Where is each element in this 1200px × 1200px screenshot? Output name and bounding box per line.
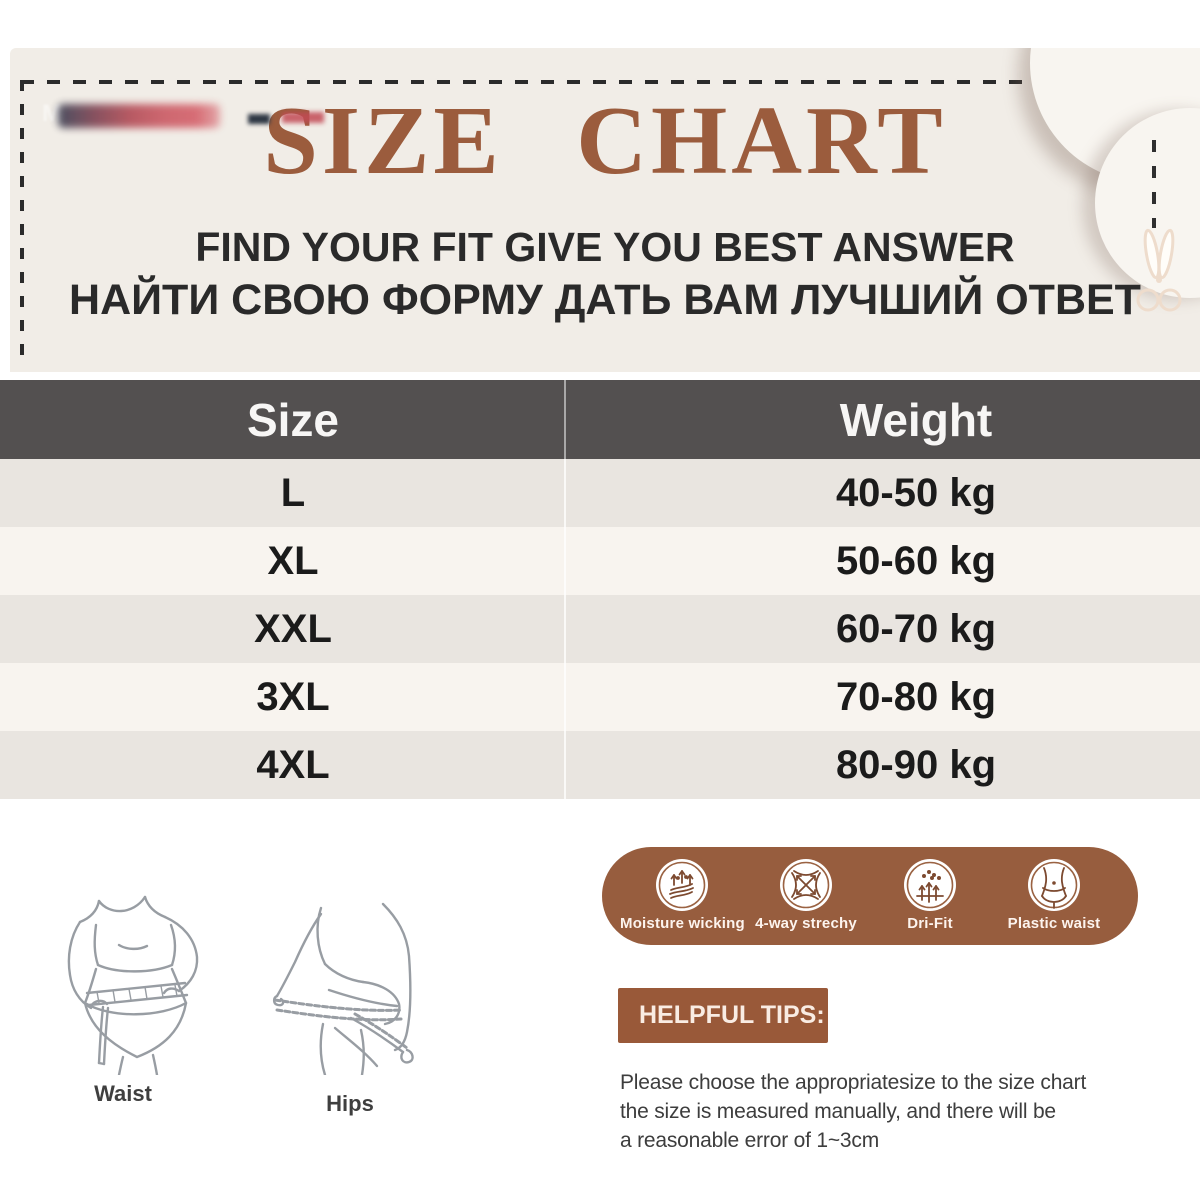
blurred-brand-logo	[58, 104, 220, 128]
feature-dri-fit: Dri-Fit	[868, 847, 992, 945]
cut-here-dashed-line	[1152, 140, 1156, 228]
feature-label: Plastic waist	[1007, 915, 1101, 932]
logo-smudge-dark	[248, 114, 270, 124]
logo-smudge-red	[282, 112, 324, 123]
waist-label: Waist	[94, 1081, 152, 1106]
feature-label: Dri-Fit	[907, 915, 953, 932]
table-row: XL 50-60 kg	[0, 527, 1200, 595]
four-way-stretch-icon	[780, 859, 832, 911]
scissors-icon	[1136, 228, 1182, 312]
hips-measure-figure	[272, 902, 414, 1075]
dri-fit-icon	[904, 859, 956, 911]
table-row: XXL 60-70 kg	[0, 595, 1200, 663]
size-value: XXL	[254, 606, 332, 651]
feature-label: 4-way strechy	[755, 915, 857, 932]
table-row: L 40-50 kg	[0, 459, 1200, 527]
subtitle-english: FIND YOUR FIT GIVE YOU BEST ANSWER	[195, 224, 1015, 270]
size-chart-panel: M SIZE CHART FIND YOUR FIT GIVE YOU BEST…	[10, 48, 1200, 372]
feature-moisture-wicking: Moisture wicking	[620, 847, 745, 945]
column-header-size: Size	[246, 393, 340, 446]
column-header-weight: Weight	[564, 380, 1200, 459]
size-value: XL	[267, 538, 319, 583]
helpful-tips-title: HELPFUL TIPS:	[618, 988, 828, 1043]
table-row: 3XL 70-80 kg	[0, 663, 1200, 731]
feature-four-way-stretch: 4-way strechy	[744, 847, 868, 945]
weight-value: 40-50 kg	[564, 459, 1200, 527]
plastic-waist-icon	[1028, 859, 1080, 911]
weight-value: 70-80 kg	[564, 663, 1200, 731]
features-pill: Moisture wicking 4-way strechy	[602, 847, 1138, 945]
weight-value: 50-60 kg	[564, 527, 1200, 595]
dashed-border-left	[20, 80, 24, 368]
tips-line: the size is measured manually, and there…	[620, 1100, 1056, 1123]
moisture-wicking-icon	[656, 859, 708, 911]
size-value: L	[280, 470, 306, 515]
weight-value: 80-90 kg	[564, 731, 1200, 799]
table-header-row: Size Weight	[0, 380, 1200, 459]
page-title: SIZE CHART	[263, 87, 947, 195]
hips-label: Hips	[326, 1091, 374, 1116]
size-value: 3XL	[256, 674, 330, 719]
waist-measure-figure	[67, 895, 199, 1075]
size-value: 4XL	[256, 742, 330, 787]
tips-line: Please choose the appropriatesize to the…	[620, 1071, 1087, 1094]
feature-label: Moisture wicking	[620, 915, 745, 932]
helpful-tips-text: Please choose the appropriatesize to the…	[620, 1068, 1086, 1155]
size-table: Size Weight L 40-50 kg XL 50-60 kg XXL 6…	[0, 380, 1200, 799]
tips-line: a reasonable error of 1~3cm	[620, 1129, 879, 1152]
table-row: 4XL 80-90 kg	[0, 731, 1200, 799]
subtitle-russian: НАЙТИ СВОЮ ФОРМУ ДАТЬ ВАМ ЛУЧШИЙ ОТВЕТ	[69, 276, 1141, 324]
feature-plastic-waist: Plastic waist	[992, 847, 1116, 945]
dashed-border-top	[21, 80, 1145, 84]
blurred-brand-logo-mark: M	[42, 100, 62, 127]
weight-value: 60-70 kg	[564, 595, 1200, 663]
